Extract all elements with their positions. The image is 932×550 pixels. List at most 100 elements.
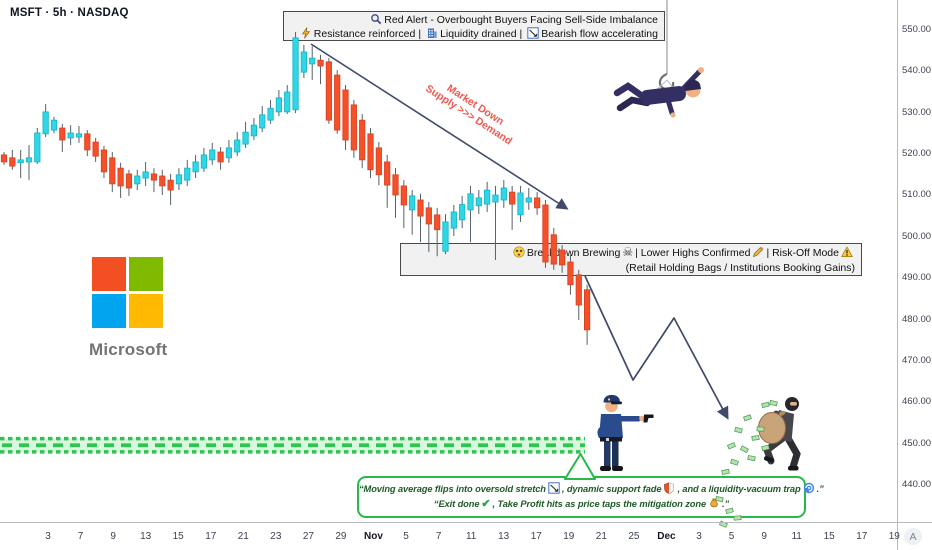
warning-triangle-icon [841,246,853,258]
note-text: “Moving average flips into oversold stre… [359,484,546,494]
time-axis-separator [0,522,932,523]
price-axis[interactable]: 550.00 540.00 530.00 520.00 510.00 500.00 490.… [898,0,932,522]
candle-up [409,195,416,211]
cyclone-icon [803,482,815,494]
time-axis-label: 11 [791,531,802,542]
candle-up [259,114,266,129]
price-axis-label: 490.00 [902,272,932,284]
bearish-chart-icon [527,27,539,39]
time-axis-label: 23 [270,531,282,542]
projection-zigzag-arrow[interactable] [584,275,729,420]
note-text: , Take Profit hits as price taps the mit… [492,499,707,509]
candle-down [9,157,16,167]
candle-down [584,289,591,331]
time-axis-label: 5 [403,531,409,542]
trend-label[interactable]: Market Down Supply >>> Demand [403,59,542,161]
candle-down [342,89,349,141]
harness-lines [651,79,681,97]
time-axis-label: 9 [761,531,767,542]
candle-up [34,132,41,163]
exit-note-box[interactable]: “Moving average flips into oversold stre… [357,476,824,518]
candle-up [242,131,249,145]
note-text: , and a liquidity-vacuum trap [677,484,801,494]
time-axis-label: 27 [302,531,314,542]
candle-up [225,147,233,159]
logo-square-yellow [129,294,163,328]
candle-down [167,179,174,191]
check-mark-icon: ✔ [481,498,491,510]
time-axis-label: 11 [465,531,477,542]
price-axis-label: 540.00 [902,65,932,77]
pencil-icon [752,246,764,258]
candle-up [517,192,524,216]
trend-label-line-1: Market Down [444,82,506,128]
price-axis-label: 480.00 [902,313,932,325]
candle-down [117,167,124,187]
dizzy-face-icon [513,246,525,258]
time-axis-label: 13 [140,531,152,542]
candle-up [75,133,83,138]
price-axis-label: 510.00 [902,189,932,201]
candle-up [134,175,141,185]
time-axis-label: 17 [856,531,868,542]
candle-down [84,133,91,151]
candle-up [67,132,74,139]
breakdown-annotation-box[interactable]: Breakdown Brewing ☠ | Lower Highs Confirme… [400,243,862,276]
candle-down [534,197,541,209]
price-axis-label: 470.00 [902,354,932,366]
time-axis-label: 13 [498,531,510,542]
money-sack-icon [758,412,786,444]
time-axis-label: 15 [172,531,184,542]
bearish-chart-icon [548,482,560,494]
time-axis-label: 21 [595,531,607,542]
alert-line-1: Red Alert - Overbought Buyers Facing Sel… [284,13,664,27]
hook-icon [658,72,675,91]
separator: | [418,28,422,40]
candle-up [450,211,457,229]
candle-down [92,141,99,157]
auto-scale-button[interactable]: A [904,528,922,545]
candle-up [284,91,291,113]
alert-title: Red Alert - Overbought Buyers Facing Sel… [384,14,658,26]
breakdown-text-2: | Lower Highs Confirmed [635,247,751,259]
candle-down [0,154,8,163]
separator: | [519,28,523,40]
note-text: “Exit done [433,499,480,509]
candle-up [475,197,482,207]
time-axis-label: 3 [696,531,702,542]
price-axis-label: 520.00 [902,148,932,160]
candle-down [59,127,66,141]
shield-icon [663,482,675,494]
candle-up [309,57,316,65]
trend-label-line-2: Supply >>> Demand [423,82,515,148]
logo-square-blue [92,294,126,328]
candle-down [509,191,516,205]
downtrend-arrow[interactable] [310,43,569,210]
price-axis-label: 550.00 [902,24,932,35]
candle-down [575,274,582,306]
alert-item-3: Bearish flow accelerating [541,28,658,40]
time-axis-label: 21 [237,531,249,542]
police-officer [597,394,654,471]
magnifier-icon [370,13,382,25]
time-axis-label: 19 [563,531,575,542]
candle-down [125,173,133,189]
price-axis-label: 450.00 [902,437,932,449]
alert-annotation-box[interactable]: Red Alert - Overbought Buyers Facing Sel… [283,11,665,41]
candle-down [317,59,324,67]
alert-line-2: Resistance reinforced | Liquidity drained |… [284,27,664,41]
candle-down [425,207,432,225]
time-axis-label: 7 [77,531,84,542]
time-axis-label: 29 [335,531,347,542]
note-line-2: “Exit done ✔, Take Profit hits as price t… [359,497,804,512]
candle-down [325,61,332,121]
breakdown-line-2: (Retail Holding Bags / Institutions Book… [625,262,855,274]
candle-up [209,149,216,161]
candle-up [292,37,299,111]
candle-up [467,193,474,211]
time-axis-label: 19 [888,531,900,542]
time-axis[interactable]: 3 7 9 13 15 17 21 23 27 29 Nov 5 7 11 13 17 19 21 25 Dec 3 5 9… [0,523,900,550]
candle-up [192,161,199,173]
time-axis-label: 3 [45,531,51,542]
